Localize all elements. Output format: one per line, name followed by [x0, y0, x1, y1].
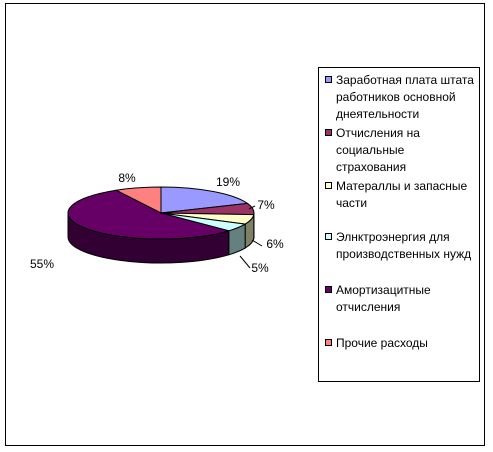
pie-slice — [114, 186, 162, 214]
data-label: 8% — [118, 171, 136, 185]
legend-label: Отчисления на социальные страхования — [336, 126, 420, 174]
legend-swatch — [325, 129, 332, 136]
leader-line — [251, 239, 263, 247]
data-label: 7% — [257, 198, 275, 212]
legend-label: Амортизацитные отчисления — [336, 283, 431, 314]
legend-swatch — [325, 339, 332, 346]
legend-label: Элнктроэнергия для производственных нужд — [336, 230, 472, 261]
legend-swatch — [325, 76, 332, 83]
legend-label: Матераллы и запасные части — [336, 179, 468, 210]
leader-line — [248, 205, 256, 210]
legend-item: Прочие расходы — [325, 335, 477, 352]
legend-item: Отчисления на социальные страхования — [325, 125, 477, 176]
leader-line — [239, 255, 251, 269]
pie-slice — [67, 189, 231, 240]
pie-slice — [160, 186, 249, 214]
legend-item: Амортизацитные отчисления — [325, 282, 477, 316]
legend-swatch — [325, 182, 332, 189]
data-label: 5% — [251, 261, 269, 275]
data-label: 55% — [30, 257, 54, 271]
legend-swatch — [325, 233, 332, 240]
legend-swatch — [325, 286, 332, 293]
data-label: 6% — [266, 237, 284, 251]
legend-label: Прочие расходы — [336, 336, 428, 350]
legend-label: Заработная плата штата работников основн… — [336, 73, 474, 121]
legend-item: Матераллы и запасные части — [325, 178, 477, 212]
data-label: 19% — [216, 175, 240, 189]
legend-item: Заработная плата штата работников основн… — [325, 72, 477, 123]
chart-legend: Заработная плата штата работников основн… — [318, 67, 480, 382]
legend-item: Элнктроэнергия для производственных нужд — [325, 229, 477, 263]
